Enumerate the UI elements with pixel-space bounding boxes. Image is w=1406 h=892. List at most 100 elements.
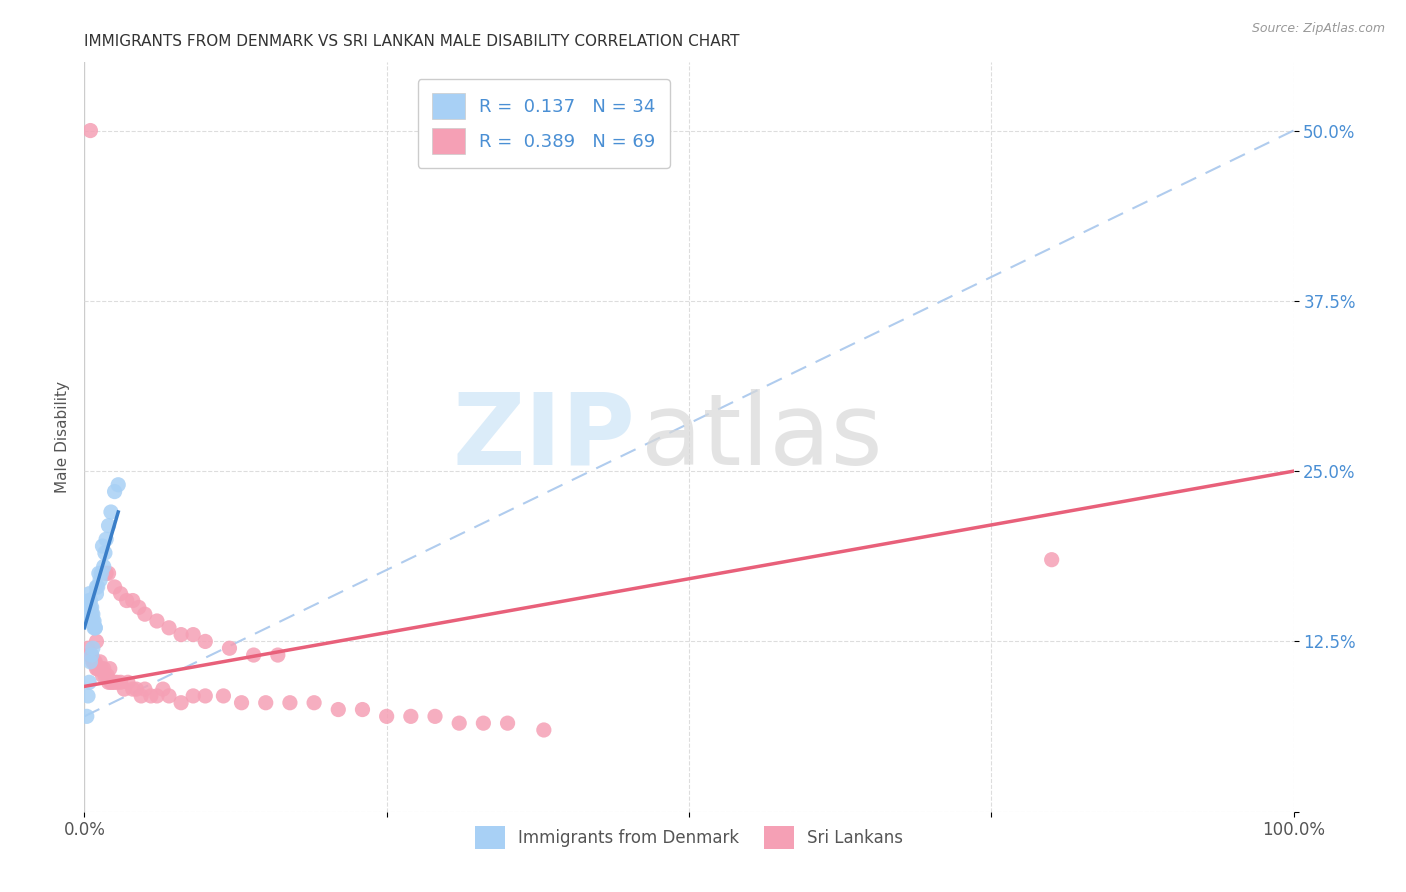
Point — [90, 662, 112, 676]
Point — [84, 621, 107, 635]
Legend: Immigrants from Denmark, Sri Lankans: Immigrants from Denmark, Sri Lankans — [468, 819, 910, 855]
Text: IMMIGRANTS FROM DENMARK VS SRI LANKAN MALE DISABILITY CORRELATION CHART: IMMIGRANTS FROM DENMARK VS SRI LANKAN MA… — [84, 34, 740, 49]
Point — [194, 634, 217, 648]
Point — [170, 627, 193, 641]
Point — [242, 648, 264, 662]
Point — [97, 675, 120, 690]
Point — [121, 682, 143, 697]
Point — [77, 689, 100, 703]
Point — [84, 655, 107, 669]
Point — [86, 580, 108, 594]
Point — [533, 723, 555, 737]
Point — [93, 559, 115, 574]
Point — [87, 566, 110, 581]
Point — [77, 675, 100, 690]
Point — [80, 648, 103, 662]
Point — [83, 655, 105, 669]
Point — [100, 675, 122, 690]
Point — [152, 682, 174, 697]
Point — [82, 614, 104, 628]
Point — [77, 614, 100, 628]
Point — [80, 600, 103, 615]
Y-axis label: Male Disability: Male Disability — [55, 381, 70, 493]
Point — [267, 648, 290, 662]
Point — [129, 689, 152, 703]
Point — [98, 662, 121, 676]
Point — [101, 675, 124, 690]
Point — [97, 566, 120, 581]
Point — [83, 621, 105, 635]
Point — [278, 696, 301, 710]
Point — [80, 607, 103, 622]
Point — [89, 655, 111, 669]
Point — [83, 614, 105, 628]
Point — [86, 634, 108, 648]
Point — [105, 675, 128, 690]
Text: atlas: atlas — [641, 389, 883, 485]
Point — [157, 621, 180, 635]
Point — [170, 696, 193, 710]
Point — [82, 641, 104, 656]
Point — [91, 539, 114, 553]
Point — [94, 546, 117, 560]
Point — [125, 682, 148, 697]
Point — [121, 593, 143, 607]
Point — [254, 696, 277, 710]
Point — [375, 709, 398, 723]
Point — [82, 607, 104, 622]
Point — [77, 648, 100, 662]
Text: Source: ZipAtlas.com: Source: ZipAtlas.com — [1251, 22, 1385, 36]
Point — [84, 621, 107, 635]
Point — [94, 566, 117, 581]
Point — [79, 123, 101, 137]
Point — [93, 662, 115, 676]
Point — [352, 702, 374, 716]
Point — [472, 716, 495, 731]
Point — [77, 641, 100, 656]
Point — [139, 689, 162, 703]
Point — [90, 566, 112, 581]
Point — [79, 600, 101, 615]
Point — [134, 682, 156, 697]
Point — [82, 655, 104, 669]
Text: ZIP: ZIP — [453, 389, 636, 485]
Point — [212, 689, 235, 703]
Point — [194, 689, 217, 703]
Point — [77, 607, 100, 622]
Point — [117, 675, 139, 690]
Point — [496, 716, 519, 731]
Point — [181, 689, 204, 703]
Point — [146, 689, 169, 703]
Point — [86, 580, 108, 594]
Point — [157, 689, 180, 703]
Point — [94, 533, 117, 547]
Point — [110, 675, 132, 690]
Point — [231, 696, 253, 710]
Point — [134, 607, 156, 622]
Point — [97, 518, 120, 533]
Point — [79, 648, 101, 662]
Point — [107, 477, 129, 491]
Point — [112, 682, 135, 697]
Point — [80, 648, 103, 662]
Point — [110, 587, 132, 601]
Point — [1040, 552, 1063, 566]
Point — [100, 505, 122, 519]
Point — [399, 709, 422, 723]
Point — [94, 668, 117, 682]
Point — [87, 662, 110, 676]
Point — [89, 573, 111, 587]
Point — [423, 709, 446, 723]
Point — [86, 662, 108, 676]
Point — [146, 614, 169, 628]
Point — [91, 668, 114, 682]
Point — [76, 709, 98, 723]
Point — [218, 641, 240, 656]
Point — [104, 675, 127, 690]
Point — [449, 716, 471, 731]
Point — [86, 662, 108, 676]
Point — [96, 668, 118, 682]
Point — [77, 593, 100, 607]
Point — [181, 627, 204, 641]
Point — [128, 600, 150, 615]
